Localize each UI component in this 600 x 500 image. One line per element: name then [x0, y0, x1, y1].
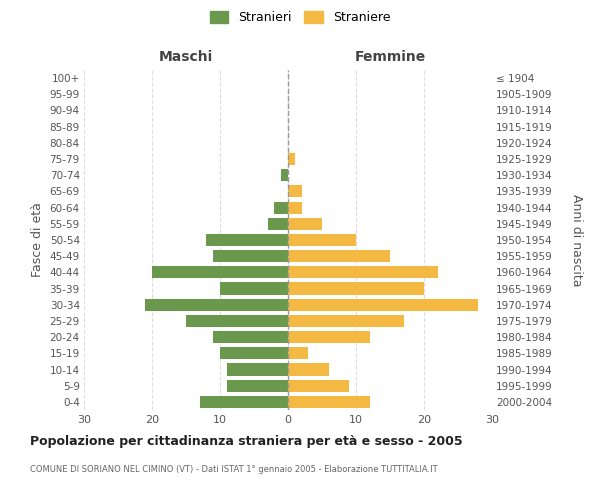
Bar [213, 331, 288, 343]
Text: COMUNE DI SORIANO NEL CIMINO (VT) - Dati ISTAT 1° gennaio 2005 - Elaborazione TU: COMUNE DI SORIANO NEL CIMINO (VT) - Dati… [30, 465, 437, 474]
Bar [288, 298, 478, 311]
Bar [206, 234, 288, 246]
Bar [220, 348, 288, 360]
Bar [268, 218, 288, 230]
Bar [274, 202, 288, 213]
Bar [227, 380, 288, 392]
Bar [288, 218, 322, 230]
Bar [288, 396, 370, 408]
Bar [281, 169, 288, 181]
Y-axis label: Fasce di età: Fasce di età [31, 202, 44, 278]
Legend: Stranieri, Straniere: Stranieri, Straniere [205, 6, 395, 29]
Bar [288, 331, 370, 343]
Bar [288, 186, 302, 198]
Bar [213, 250, 288, 262]
Bar [288, 202, 302, 213]
Bar [288, 282, 424, 294]
Bar [288, 315, 404, 327]
Bar [288, 348, 308, 360]
Y-axis label: Anni di nascita: Anni di nascita [569, 194, 583, 286]
Bar [186, 315, 288, 327]
Bar [288, 153, 295, 165]
Bar [145, 298, 288, 311]
Bar [220, 282, 288, 294]
Text: Femmine: Femmine [355, 50, 425, 64]
Bar [200, 396, 288, 408]
Bar [288, 364, 329, 376]
Bar [227, 364, 288, 376]
Bar [288, 266, 437, 278]
Bar [288, 250, 390, 262]
Bar [288, 234, 356, 246]
Text: Popolazione per cittadinanza straniera per età e sesso - 2005: Popolazione per cittadinanza straniera p… [30, 435, 463, 448]
Bar [152, 266, 288, 278]
Text: Maschi: Maschi [159, 50, 213, 64]
Bar [288, 380, 349, 392]
